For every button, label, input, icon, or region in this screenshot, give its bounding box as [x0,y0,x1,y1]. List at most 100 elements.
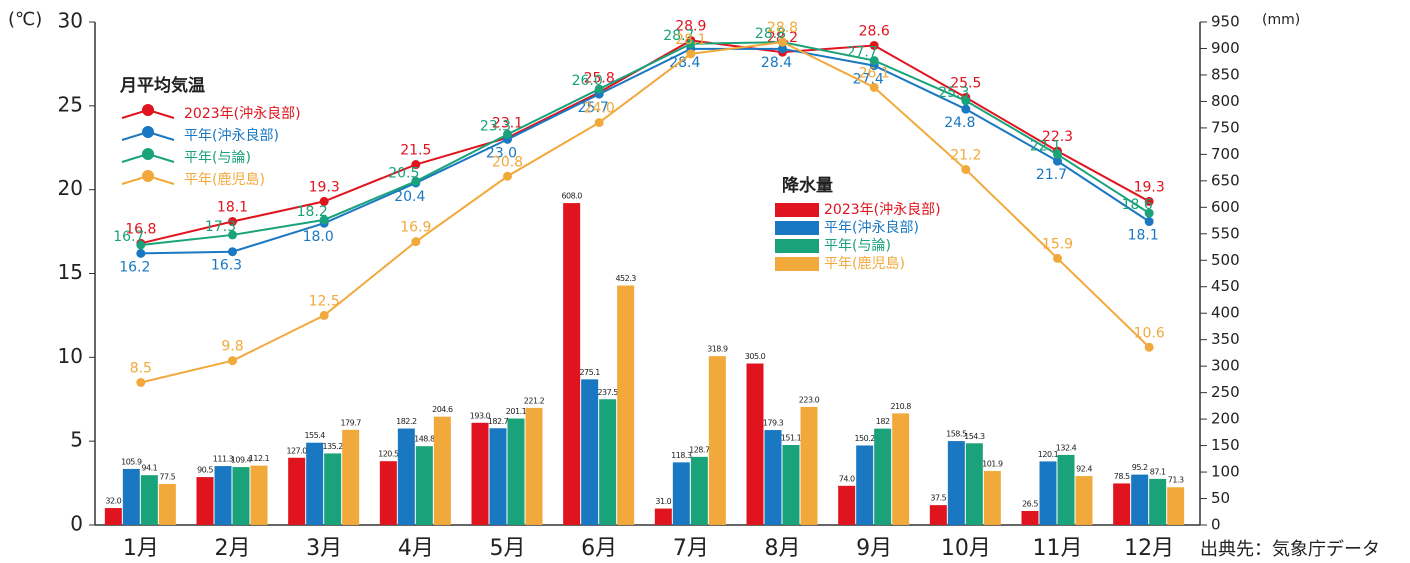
y2-tick-label: 350 [1211,330,1240,348]
bar-value-label: 210.8 [890,402,911,411]
temperature-point [319,196,329,206]
bar [1075,476,1093,525]
bar-value-label: 275.1 [579,368,600,377]
x-tick-label: 8月 [765,536,801,561]
temperature-point [411,160,421,170]
x-tick-label: 12月 [1124,536,1174,561]
temperature-point [1053,156,1062,166]
legend-label: 2023年(沖永良部) [824,202,941,218]
temperature-point [1144,217,1154,227]
temperature-label: 10.6 [1134,325,1165,341]
bar-value-label: 135.2 [322,442,343,451]
x-tick-label: 9月 [856,536,892,561]
temperature-label: 23.0 [486,145,517,161]
temperature-label: 12.5 [309,293,340,309]
y2-tick-label: 950 [1211,13,1240,31]
bar [525,407,543,525]
line-legend-title: 月平均気温 [119,75,205,96]
bar-value-label: 154.3 [964,432,985,441]
bar [250,465,268,525]
bar [324,453,342,525]
temperature-label: 20.5 [388,165,419,181]
legend-marker [142,170,154,182]
temperature-point [228,247,237,257]
bar [838,485,856,525]
bar-value-label: 111.3 [213,455,234,464]
y2-tick-label: 650 [1211,171,1240,189]
temperature-point [136,240,146,250]
bar-value-label: 120.1 [1038,450,1059,459]
bar [140,475,158,525]
bar [892,413,910,525]
temperature-point [319,310,329,320]
temperature-label: 18.0 [303,229,334,245]
bar-value-label: 223.0 [799,395,820,404]
bar-legend-title: 降水量 [782,175,833,196]
bar [232,467,250,525]
temperature-line [140,41,1150,384]
temperature-point [136,377,146,387]
bar [196,477,214,525]
temperature-label: 15.9 [1042,236,1073,252]
y2-axis-label: (mm) [1262,12,1300,28]
bar [581,379,599,525]
temperature-point [228,356,237,366]
y-axis-label: (℃) [8,9,42,30]
temperature-label: 28.4 [669,55,700,71]
bar [489,428,507,525]
temperature-point [136,248,146,258]
y2-tick-label: 250 [1211,383,1240,401]
x-tick-label: 5月 [490,536,526,561]
bar-value-label: 182 [876,417,890,426]
bar-value-label: 105.9 [121,457,142,466]
temperature-point [1144,196,1154,206]
x-tick-label: 2月 [215,536,251,561]
temperature-point [961,104,971,114]
bar [856,445,874,525]
bar-value-label: 193.0 [470,411,491,420]
bar [1131,474,1149,525]
temperature-point [594,84,604,94]
temperature-point [961,96,971,106]
x-tick-label: 6月 [581,536,617,561]
bar-value-label: 32.0 [105,497,121,506]
x-tick-label: 1月 [123,536,159,561]
bar-value-label: 204.6 [432,405,453,414]
temperature-point [228,217,237,227]
bar-value-label: 148.8 [414,435,435,444]
bar-value-label: 179.7 [340,418,361,427]
temperature-point [319,215,329,225]
temperature-label: 28.8 [767,20,798,36]
bar [415,446,433,525]
temperature-point [778,37,787,47]
bar [672,462,690,525]
bar [764,430,782,525]
temperature-label: 28.4 [761,55,792,71]
bar-value-label: 90.5 [197,466,213,475]
temperature-label: 16.9 [400,220,431,236]
bar [617,285,635,525]
legend-label: 平年(鹿児島) [824,255,905,272]
temperature-point [686,39,696,49]
y2-tick-label: 400 [1211,304,1240,322]
bar-value-label: 120.5 [378,450,399,459]
legend-label: 平年(与論) [824,238,891,254]
temperature-label: 25.7 [578,100,609,116]
bar [746,363,764,525]
y2-tick-label: 200 [1211,410,1240,428]
legend-swatch [775,239,819,253]
bar [122,468,140,525]
y2-tick-label: 50 [1211,489,1230,507]
temperature-point [411,176,421,186]
bar-value-label: 151.1 [781,433,802,442]
bar [782,444,800,525]
temperature-point [228,230,237,240]
temperature-point [869,40,879,50]
temperature-line [140,41,1150,246]
legend-marker [142,148,154,160]
temperature-label: 17.3 [205,219,236,235]
temperature-point [1144,342,1154,352]
legend-label: 平年(与論) [184,150,251,166]
x-tick-label: 3月 [306,536,342,561]
y2-tick-label: 0 [1211,516,1221,534]
